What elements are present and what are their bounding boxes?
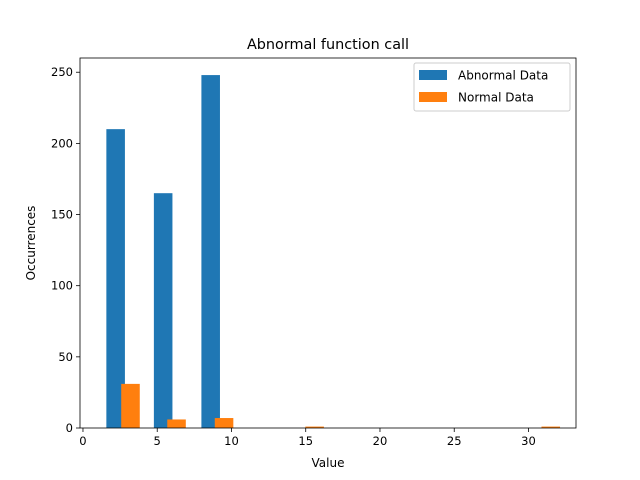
x-tick-label: 25: [447, 434, 462, 448]
legend-swatch-normal-data: [419, 92, 447, 102]
bars-layer: [106, 75, 561, 428]
bar-normal-0: [121, 383, 140, 428]
y-tick-label: 250: [51, 65, 73, 79]
x-tick-label: 20: [373, 434, 388, 448]
y-tick-label: 150: [51, 208, 73, 222]
x-tick-label: 5: [154, 434, 161, 448]
legend-swatch-abnormal-data: [419, 70, 447, 80]
x-axis-label: Value: [312, 456, 345, 470]
bar-abnormal-1: [153, 193, 173, 428]
plot-area-frame: [79, 57, 577, 429]
bar-normal-4: [541, 426, 561, 428]
x-axis-ticks: 0 5 10 15 20 25 30: [79, 428, 536, 448]
y-tick-label: 200: [51, 136, 73, 150]
legend: Abnormal Data Normal Data: [413, 62, 571, 112]
bar-normal-2: [214, 418, 234, 428]
bar-normal-3: [305, 426, 324, 428]
y-tick-label: 100: [51, 279, 73, 293]
y-axis-ticks: 0 50 100 150 200 250: [51, 65, 80, 435]
x-tick-label: 30: [521, 434, 536, 448]
bar-abnormal-2: [201, 75, 220, 428]
y-tick-label: 50: [58, 350, 73, 364]
legend-label-normal-data: Normal Data: [458, 91, 534, 105]
x-tick-label: 15: [298, 434, 313, 448]
y-tick-label: 0: [66, 421, 73, 435]
bar-abnormal-0: [106, 129, 125, 428]
x-tick-label: 0: [79, 434, 86, 448]
bar-normal-1: [167, 419, 186, 428]
y-axis-label: Occurrences: [24, 206, 38, 281]
legend-box: [413, 62, 571, 112]
legend-label-abnormal-data: Abnormal Data: [458, 69, 548, 83]
chart-title: Abnormal function call: [247, 37, 409, 53]
x-tick-label: 10: [224, 434, 239, 448]
